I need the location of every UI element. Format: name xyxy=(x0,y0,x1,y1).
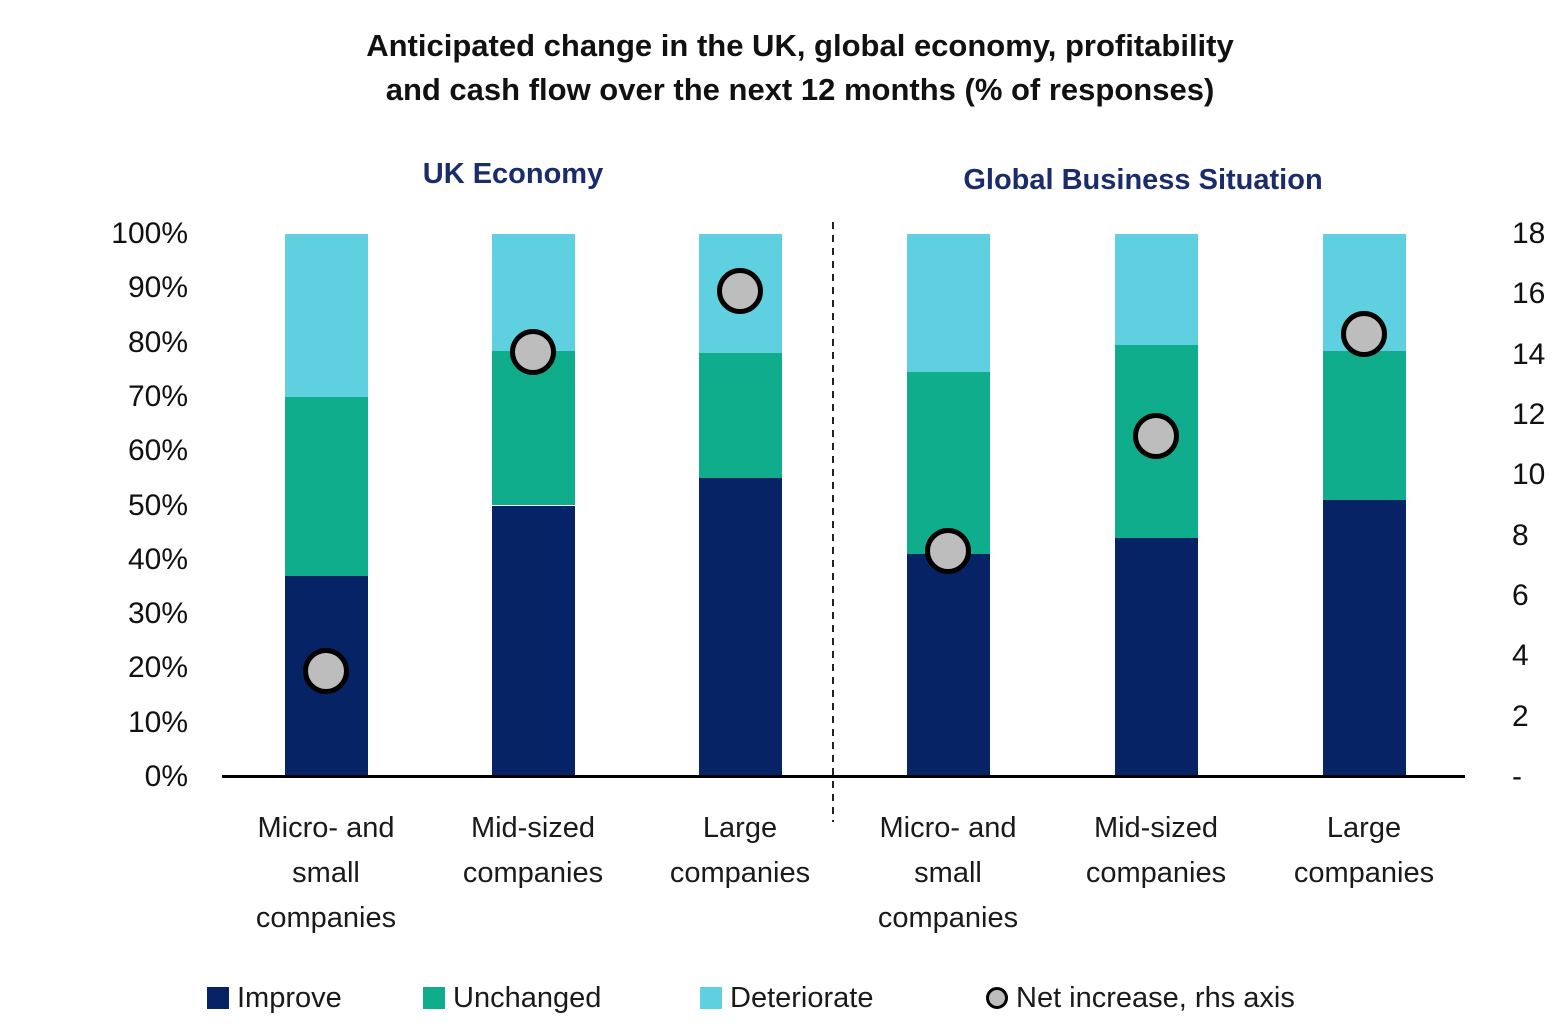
left-axis-tick-label: 100% xyxy=(111,217,188,250)
category-label: Micro- and small companies xyxy=(877,812,1019,934)
bar-segment-deteriorate xyxy=(284,234,368,397)
panel-divider-dashed-line xyxy=(832,222,834,822)
bar-segment-unchanged xyxy=(284,396,368,577)
right-axis-tick-label: - xyxy=(1512,760,1522,793)
panel-title-global-business: Global Business Situation xyxy=(963,164,1323,196)
legend-swatch-improve xyxy=(207,987,229,1009)
left-axis-tick-label: 10% xyxy=(127,705,188,739)
category-label: Mid-sized companies xyxy=(1085,812,1227,889)
category-label: Mid-sized companies xyxy=(462,812,604,889)
chart-title: Anticipated change in the UK, global eco… xyxy=(100,24,1500,112)
left-axis-tick-label: 80% xyxy=(127,325,188,359)
left-axis-tick-label: 20% xyxy=(127,651,188,685)
left-axis-tick-label: 40% xyxy=(127,542,188,576)
right-axis-tick-label: 16 xyxy=(1512,277,1546,311)
bar-segment-deteriorate xyxy=(1114,234,1198,346)
left-axis-tick-label: 70% xyxy=(127,379,188,413)
left-axis-tick-label: 50% xyxy=(127,488,188,522)
x-axis-line xyxy=(222,775,1465,778)
right-axis-tick-label: 14 xyxy=(1512,337,1546,371)
left-axis-tick-label: 90% xyxy=(127,271,188,305)
bar-segment-improve xyxy=(698,478,782,777)
bar-segment-deteriorate xyxy=(906,234,990,373)
bar-segment-improve xyxy=(1322,500,1406,777)
right-axis-tick-label: 18 xyxy=(1512,217,1546,250)
right-axis-tick-label: 10 xyxy=(1512,458,1546,492)
bar-segment-unchanged xyxy=(698,353,782,479)
legend-label-unchanged: Unchanged xyxy=(453,982,602,1014)
chart-title-line2: and cash flow over the next 12 months (%… xyxy=(385,72,1215,107)
chart-title-line1: Anticipated change in the UK, global eco… xyxy=(366,28,1234,63)
net-increase-marker xyxy=(1341,310,1387,357)
bar-segment-unchanged xyxy=(1322,350,1406,501)
bar-segment-improve xyxy=(491,505,575,777)
legend-swatch-unchanged xyxy=(423,987,445,1009)
right-axis-tick-label: 2 xyxy=(1512,699,1529,733)
left-axis-tick-label: 60% xyxy=(127,434,188,468)
net-increase-marker xyxy=(925,527,971,574)
bar-segment-unchanged xyxy=(906,372,990,555)
legend-marker-net-increase-icon xyxy=(986,987,1008,1009)
bar-segment-improve xyxy=(1114,538,1198,777)
category-label: Large companies xyxy=(1293,812,1435,889)
net-increase-marker xyxy=(303,648,349,695)
right-axis-tick-label: 12 xyxy=(1512,398,1546,431)
bar-segment-improve xyxy=(906,554,990,777)
right-axis-tick-label: 4 xyxy=(1512,639,1529,673)
legend-label-deteriorate: Deteriorate xyxy=(730,982,874,1014)
category-label: Micro- and small companies xyxy=(255,812,397,934)
category-label: Large companies xyxy=(669,812,811,889)
net-increase-marker xyxy=(717,268,763,315)
left-axis-tick-label: 0% xyxy=(144,760,188,793)
bar-segment-unchanged xyxy=(491,350,575,506)
left-axis-tick-label: 30% xyxy=(127,597,188,631)
legend-swatch-deteriorate xyxy=(700,987,722,1009)
right-axis-tick-label: 8 xyxy=(1512,518,1529,552)
legend-label-improve: Improve xyxy=(237,982,342,1014)
right-axis-tick-label: 6 xyxy=(1512,579,1529,612)
net-increase-marker xyxy=(1133,413,1179,460)
legend-label-net-increase: Net increase, rhs axis xyxy=(1016,982,1295,1014)
net-increase-marker xyxy=(510,328,556,375)
panel-title-uk-economy: UK Economy xyxy=(422,158,604,190)
